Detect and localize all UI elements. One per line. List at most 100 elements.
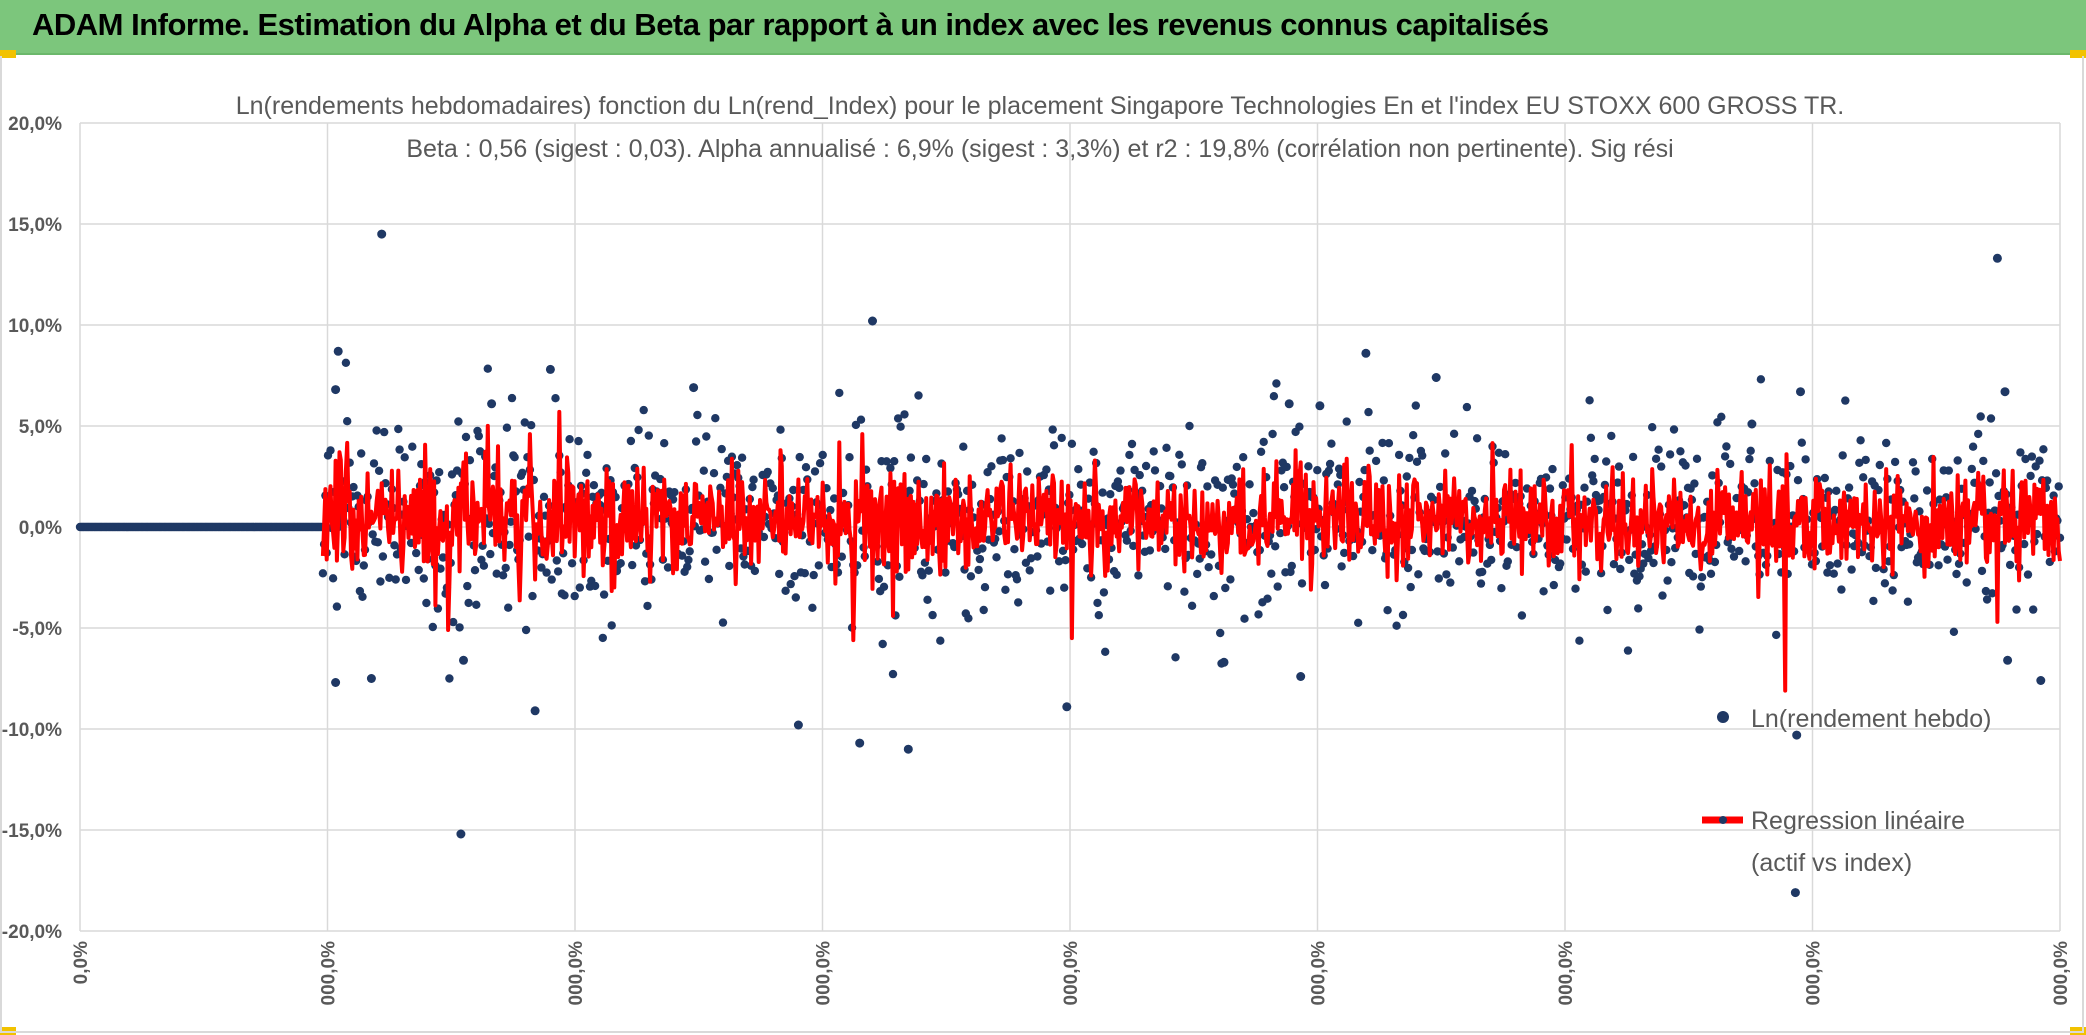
scatter-point: [412, 548, 421, 558]
scatter-point: [1869, 596, 1878, 606]
scatter-point: [1986, 414, 1996, 423]
scatter-point: [790, 572, 799, 581]
scatter-point: [380, 427, 389, 437]
scatter-point: [1006, 454, 1015, 463]
scatter-outlier-point: [903, 744, 913, 754]
scatter-point: [1364, 407, 1373, 417]
scatter-point: [2016, 448, 2025, 457]
scatter-point: [479, 561, 489, 570]
scatter-point: [873, 557, 882, 566]
scatter-point: [374, 466, 384, 475]
scatter-point: [809, 570, 818, 580]
scatter-point: [888, 669, 898, 679]
scatter-point: [394, 424, 403, 434]
scatter-point: [527, 421, 536, 430]
scatter-outlier-point: [1296, 672, 1306, 681]
scatter-point: [1903, 597, 1913, 606]
scatter-point: [1985, 478, 1994, 487]
scatter-point: [1708, 471, 1717, 480]
scatter-point: [1981, 586, 1991, 596]
scatter-point: [1765, 456, 1775, 466]
scatter-point: [616, 559, 625, 568]
scatter-point: [1125, 450, 1134, 460]
scatter-point: [1974, 429, 1983, 439]
scatter-point: [445, 674, 454, 683]
scatter-point: [800, 569, 809, 578]
scatter-point: [1239, 453, 1248, 462]
scatter-point: [1667, 558, 1676, 567]
scatter-point: [1968, 442, 1978, 451]
scatter-point: [357, 449, 366, 458]
scatter-point: [428, 622, 437, 632]
scatter-outlier-point: [1284, 399, 1294, 409]
corner-marker-left: [0, 50, 16, 58]
scatter-point: [709, 469, 719, 478]
scatter-point: [1355, 477, 1364, 487]
scatter-point: [475, 447, 485, 456]
scatter-outlier-point: [333, 346, 343, 356]
scatter-point: [801, 463, 811, 472]
scatter-point: [1882, 438, 1891, 448]
scatter-point: [1616, 564, 1625, 574]
scatter-point: [749, 475, 758, 484]
x-tick-label-0: 0,0%: [71, 941, 92, 984]
scatter-point: [1476, 579, 1486, 588]
scatter-point: [759, 532, 769, 542]
scatter-point: [1287, 561, 1297, 571]
scatter-point: [1669, 425, 1679, 434]
scatter-point: [826, 505, 835, 515]
scatter-point: [893, 414, 903, 423]
scatter-point: [626, 436, 636, 446]
scatter-point: [1392, 621, 1401, 630]
scatter-point: [748, 482, 757, 492]
scatter-point: [1134, 571, 1143, 580]
scatter-point: [879, 582, 889, 591]
scatter-point: [1405, 453, 1414, 463]
scatter-point: [776, 425, 785, 434]
scatter-point: [1908, 458, 1918, 467]
scatter-point: [1232, 462, 1242, 472]
scatter-point: [2026, 471, 2035, 481]
scatter-point: [414, 565, 423, 575]
scatter-point: [1501, 450, 1510, 459]
scatter-point: [1022, 467, 1032, 476]
scatter-outlier-point: [456, 829, 466, 839]
scatter-point: [1934, 561, 1943, 570]
scatter-point: [1449, 429, 1459, 438]
legend-regression-dot: [1719, 816, 1727, 824]
scatter-point: [1722, 442, 1731, 451]
scatter-point: [1340, 548, 1349, 558]
scatter-point: [1249, 508, 1258, 518]
legend-scatter-label: Ln(rendement hebdo): [1751, 705, 1991, 733]
scatter-point: [1944, 466, 1954, 475]
scatter-point: [994, 527, 1004, 536]
scatter-point: [1910, 494, 1919, 503]
scatter-point: [1654, 445, 1663, 454]
scatter-point: [1433, 547, 1442, 556]
scatter-point: [750, 566, 760, 576]
scatter-point: [1048, 425, 1057, 434]
scatter-point: [1149, 447, 1158, 456]
scatter-point: [1163, 582, 1173, 591]
scatter-point: [1548, 464, 1557, 474]
scatter-point: [1952, 569, 1961, 579]
scatter-point: [640, 577, 650, 586]
scatter-point: [878, 639, 887, 649]
scatter-point: [1589, 477, 1598, 486]
scatter-point: [1825, 561, 1835, 570]
scatter-point: [1487, 555, 1496, 565]
scatter-point: [693, 410, 702, 420]
scatter-point: [1135, 470, 1144, 480]
scatter-point: [1746, 446, 1755, 455]
scatter-point: [1398, 610, 1408, 620]
scatter-point: [1988, 589, 1997, 598]
scatter-point: [1365, 446, 1374, 455]
scatter-point: [401, 575, 411, 585]
scatter-point: [1384, 439, 1394, 448]
scatter-outlier-point: [1431, 373, 1441, 382]
scatter-point: [1101, 647, 1110, 656]
scatter-point: [808, 603, 817, 612]
scatter-point: [1879, 565, 1888, 574]
x-tick-label-6: 000,0%: [1556, 941, 1577, 1006]
scatter-point: [1829, 569, 1839, 578]
